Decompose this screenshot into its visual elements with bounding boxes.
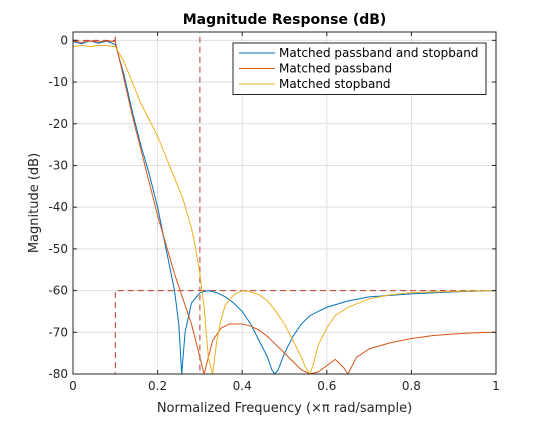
x-tick-label: 1 (492, 379, 500, 393)
y-tick-label: -40 (48, 200, 68, 214)
y-tick-label: -50 (48, 242, 68, 256)
chart-title: Magnitude Response (dB) (183, 12, 387, 28)
legend[interactable]: Matched passband and stopband Matched pas… (232, 42, 487, 95)
legend-box (232, 42, 487, 95)
y-axis-label: Magnitude (dB) (27, 153, 42, 253)
ticks: 0 0.2 0.4 0.6 0.8 1 0 -10 -20 -30 -40 -50 -60 -70 -80 (48, 32, 500, 393)
series-line-2 (73, 40, 496, 374)
y-tick-label: -70 (48, 325, 68, 339)
plot-box (72, 31, 497, 375)
y-tick-label: -20 (48, 117, 68, 131)
y-tick-label: -80 (48, 367, 68, 381)
y-tick-label: 0 (60, 33, 68, 47)
legend-entry-label[interactable]: Matched stopband (279, 77, 391, 91)
x-tick-label: 0.6 (317, 379, 336, 393)
series-line-1 (73, 40, 496, 374)
y-tick-label: -10 (48, 75, 68, 89)
legend-entry-label[interactable]: Matched passband and stopband (279, 46, 478, 60)
y-tick-label: -60 (48, 284, 68, 298)
y-tick-label: -30 (48, 158, 68, 172)
x-tick-label: 0.8 (402, 379, 421, 393)
series-line-3 (73, 44, 496, 374)
legend-entry-label[interactable]: Matched passband (279, 62, 392, 76)
x-tick-label: 0.2 (148, 379, 167, 393)
x-tick-label: 0 (69, 379, 77, 393)
x-axis-label: Normalized Frequency (×π rad/sample) (157, 401, 412, 416)
x-tick-label: 0.4 (233, 379, 252, 393)
series-lines (73, 40, 496, 374)
